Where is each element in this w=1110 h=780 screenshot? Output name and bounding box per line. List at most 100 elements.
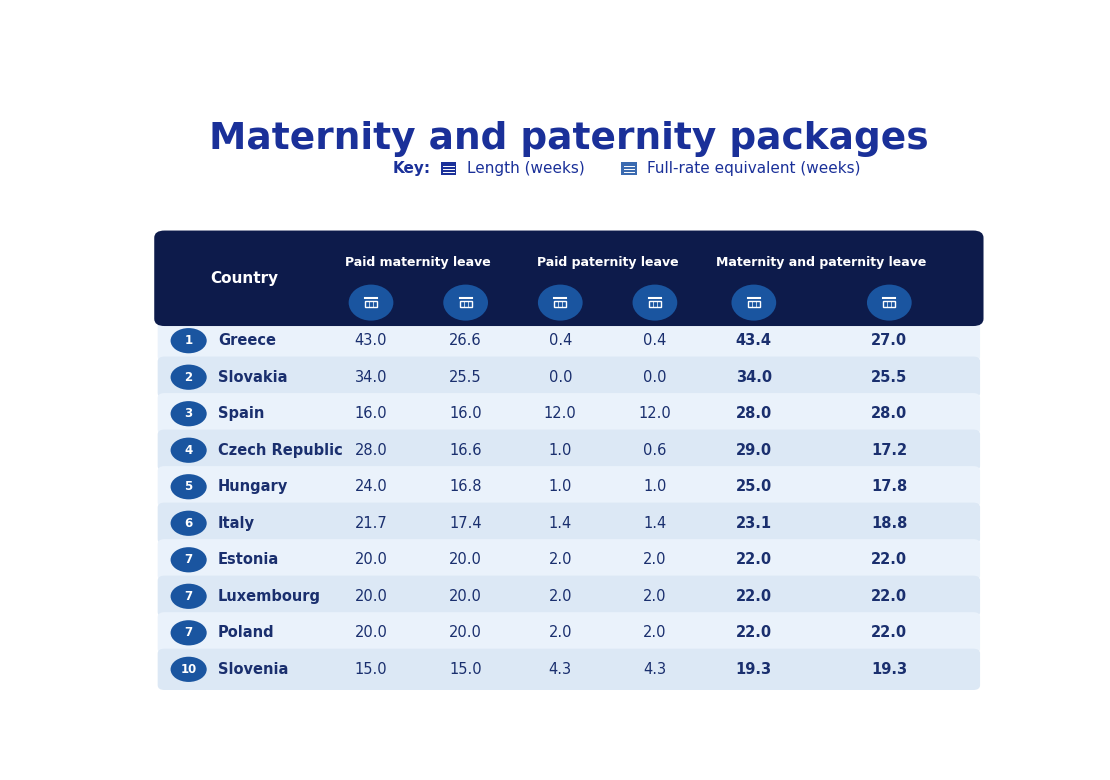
Ellipse shape — [349, 285, 393, 321]
Text: 19.3: 19.3 — [871, 662, 907, 677]
Text: Paid paternity leave: Paid paternity leave — [537, 256, 678, 268]
FancyBboxPatch shape — [158, 356, 980, 398]
Text: 1.0: 1.0 — [548, 479, 572, 495]
Text: 17.2: 17.2 — [871, 443, 907, 458]
Circle shape — [171, 583, 206, 609]
Text: Key:: Key: — [393, 161, 431, 176]
Circle shape — [171, 511, 206, 536]
FancyBboxPatch shape — [622, 162, 637, 176]
Text: Greece: Greece — [218, 333, 276, 348]
Circle shape — [171, 620, 206, 645]
Text: 21.7: 21.7 — [354, 516, 387, 530]
Text: 20.0: 20.0 — [354, 626, 387, 640]
Text: 20.0: 20.0 — [450, 589, 482, 604]
Text: 20.0: 20.0 — [450, 626, 482, 640]
Circle shape — [171, 364, 206, 390]
Text: 2.0: 2.0 — [643, 552, 667, 567]
Text: Poland: Poland — [218, 626, 274, 640]
Text: 25.0: 25.0 — [736, 479, 771, 495]
Text: 18.8: 18.8 — [871, 516, 908, 530]
Text: Country: Country — [210, 271, 279, 285]
Text: 25.5: 25.5 — [871, 370, 908, 385]
Ellipse shape — [538, 285, 583, 321]
FancyBboxPatch shape — [158, 649, 980, 690]
Text: 43.4: 43.4 — [736, 333, 771, 348]
Text: Spain: Spain — [218, 406, 264, 421]
Text: 16.0: 16.0 — [450, 406, 482, 421]
Text: 10: 10 — [181, 663, 196, 675]
Text: 22.0: 22.0 — [871, 552, 907, 567]
Text: 24.0: 24.0 — [354, 479, 387, 495]
Text: 7: 7 — [184, 553, 193, 566]
Text: 1.4: 1.4 — [644, 516, 666, 530]
Text: 2.0: 2.0 — [643, 626, 667, 640]
Text: Slovakia: Slovakia — [218, 370, 287, 385]
Text: Length (weeks): Length (weeks) — [466, 161, 584, 176]
Text: 4.3: 4.3 — [548, 662, 572, 677]
Text: 4.3: 4.3 — [644, 662, 666, 677]
Text: 2.0: 2.0 — [548, 552, 572, 567]
Text: 25.5: 25.5 — [450, 370, 482, 385]
FancyBboxPatch shape — [158, 466, 980, 508]
Text: Maternity and paternity leave: Maternity and paternity leave — [716, 256, 927, 268]
Text: 16.0: 16.0 — [355, 406, 387, 421]
Text: Maternity and paternity packages: Maternity and paternity packages — [209, 121, 929, 157]
Text: 34.0: 34.0 — [736, 370, 771, 385]
Ellipse shape — [731, 285, 776, 321]
Ellipse shape — [443, 285, 488, 321]
Text: 5: 5 — [184, 480, 193, 493]
Text: 1.0: 1.0 — [548, 443, 572, 458]
Text: 20.0: 20.0 — [354, 589, 387, 604]
Circle shape — [171, 401, 206, 427]
Text: 15.0: 15.0 — [355, 662, 387, 677]
Text: 43.0: 43.0 — [355, 333, 387, 348]
Text: 3: 3 — [184, 407, 193, 420]
Text: 2: 2 — [184, 370, 193, 384]
Text: 22.0: 22.0 — [871, 626, 907, 640]
Text: Paid maternity leave: Paid maternity leave — [345, 256, 492, 268]
Text: 0.6: 0.6 — [643, 443, 667, 458]
Text: 0.0: 0.0 — [548, 370, 572, 385]
FancyBboxPatch shape — [158, 393, 980, 434]
FancyBboxPatch shape — [154, 231, 983, 326]
Text: 17.8: 17.8 — [871, 479, 908, 495]
Circle shape — [171, 438, 206, 463]
Text: 0.4: 0.4 — [548, 333, 572, 348]
Text: 0.4: 0.4 — [643, 333, 667, 348]
Text: 7: 7 — [184, 626, 193, 640]
Text: Czech Republic: Czech Republic — [218, 443, 343, 458]
Ellipse shape — [633, 285, 677, 321]
Text: 28.0: 28.0 — [871, 406, 908, 421]
Text: Hungary: Hungary — [218, 479, 289, 495]
Text: Slovenia: Slovenia — [218, 662, 289, 677]
FancyBboxPatch shape — [158, 576, 980, 617]
Text: 23.1: 23.1 — [736, 516, 771, 530]
Text: 12.0: 12.0 — [638, 406, 672, 421]
Text: 1: 1 — [184, 334, 193, 347]
Text: Full-rate equivalent (weeks): Full-rate equivalent (weeks) — [647, 161, 860, 176]
Text: 34.0: 34.0 — [355, 370, 387, 385]
Text: Italy: Italy — [218, 516, 255, 530]
FancyBboxPatch shape — [158, 539, 980, 580]
Text: 15.0: 15.0 — [450, 662, 482, 677]
Text: 27.0: 27.0 — [871, 333, 907, 348]
Circle shape — [171, 548, 206, 573]
Text: Luxembourg: Luxembourg — [218, 589, 321, 604]
Text: 19.3: 19.3 — [736, 662, 771, 677]
Text: 1.0: 1.0 — [643, 479, 667, 495]
Text: 20.0: 20.0 — [450, 552, 482, 567]
Text: 7: 7 — [184, 590, 193, 603]
Text: 4: 4 — [184, 444, 193, 457]
Text: 28.0: 28.0 — [354, 443, 387, 458]
Text: 6: 6 — [184, 517, 193, 530]
Text: 28.0: 28.0 — [736, 406, 771, 421]
Text: 1.4: 1.4 — [548, 516, 572, 530]
FancyBboxPatch shape — [158, 430, 980, 471]
Text: 22.0: 22.0 — [736, 552, 771, 567]
Ellipse shape — [867, 285, 911, 321]
FancyBboxPatch shape — [158, 612, 980, 654]
Text: 2.0: 2.0 — [548, 589, 572, 604]
Text: 26.6: 26.6 — [450, 333, 482, 348]
Circle shape — [171, 474, 206, 499]
Text: 16.8: 16.8 — [450, 479, 482, 495]
